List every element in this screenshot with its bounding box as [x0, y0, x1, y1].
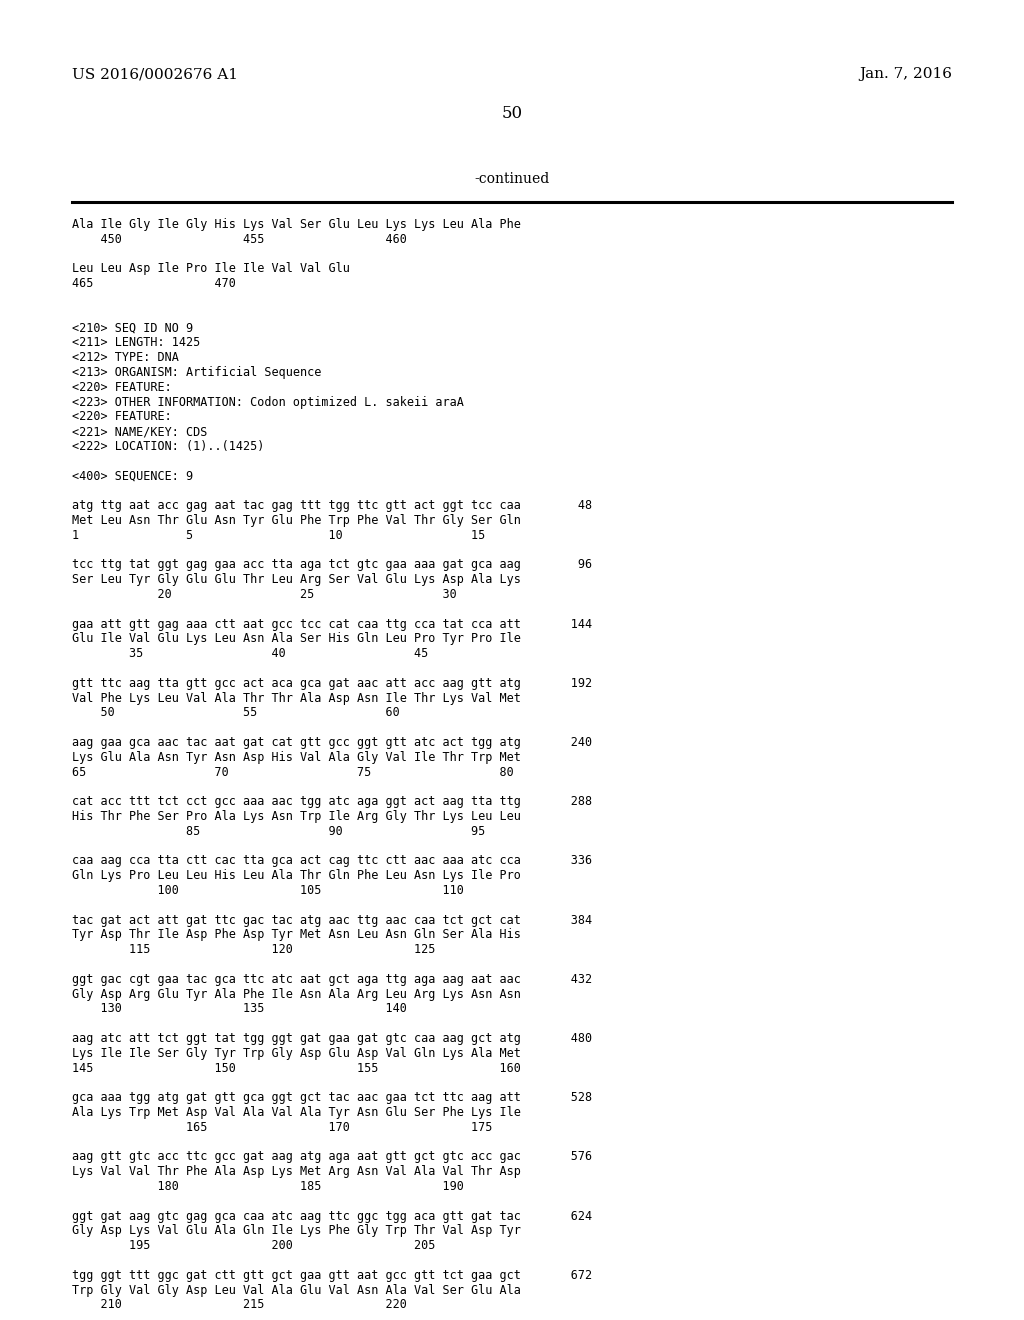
- Text: <400> SEQUENCE: 9: <400> SEQUENCE: 9: [72, 470, 194, 483]
- Text: His Thr Phe Ser Pro Ala Lys Asn Trp Ile Arg Gly Thr Lys Leu Leu: His Thr Phe Ser Pro Ala Lys Asn Trp Ile …: [72, 810, 521, 822]
- Text: <223> OTHER INFORMATION: Codon optimized L. sakeii araA: <223> OTHER INFORMATION: Codon optimized…: [72, 396, 464, 409]
- Text: Lys Ile Ile Ser Gly Tyr Trp Gly Asp Glu Asp Val Gln Lys Ala Met: Lys Ile Ile Ser Gly Tyr Trp Gly Asp Glu …: [72, 1047, 521, 1060]
- Text: Val Phe Lys Leu Val Ala Thr Thr Ala Asp Asn Ile Thr Lys Val Met: Val Phe Lys Leu Val Ala Thr Thr Ala Asp …: [72, 692, 521, 705]
- Text: 50                  55                  60: 50 55 60: [72, 706, 399, 719]
- Text: <222> LOCATION: (1)..(1425): <222> LOCATION: (1)..(1425): [72, 440, 264, 453]
- Text: US 2016/0002676 A1: US 2016/0002676 A1: [72, 67, 238, 81]
- Text: tcc ttg tat ggt gag gaa acc tta aga tct gtc gaa aaa gat gca aag        96: tcc ttg tat ggt gag gaa acc tta aga tct …: [72, 558, 592, 572]
- Text: 85                  90                  95: 85 90 95: [72, 825, 485, 838]
- Text: <220> FEATURE:: <220> FEATURE:: [72, 411, 172, 424]
- Text: <212> TYPE: DNA: <212> TYPE: DNA: [72, 351, 179, 364]
- Text: 115                 120                 125: 115 120 125: [72, 944, 435, 956]
- Text: -continued: -continued: [474, 172, 550, 186]
- Text: Leu Leu Asp Ile Pro Ile Ile Val Val Glu: Leu Leu Asp Ile Pro Ile Ile Val Val Glu: [72, 263, 350, 276]
- Text: cat acc ttt tct cct gcc aaa aac tgg atc aga ggt act aag tta ttg       288: cat acc ttt tct cct gcc aaa aac tgg atc …: [72, 795, 592, 808]
- Text: 180                 185                 190: 180 185 190: [72, 1180, 464, 1193]
- Text: Trp Gly Val Gly Asp Leu Val Ala Glu Val Asn Ala Val Ser Glu Ala: Trp Gly Val Gly Asp Leu Val Ala Glu Val …: [72, 1283, 521, 1296]
- Text: 465                 470: 465 470: [72, 277, 236, 290]
- Text: aag gtt gtc acc ttc gcc gat aag atg aga aat gtt gct gtc acc gac       576: aag gtt gtc acc ttc gcc gat aag atg aga …: [72, 1151, 592, 1163]
- Text: 210                 215                 220: 210 215 220: [72, 1299, 407, 1311]
- Text: <211> LENGTH: 1425: <211> LENGTH: 1425: [72, 337, 201, 350]
- Text: Jan. 7, 2016: Jan. 7, 2016: [859, 67, 952, 81]
- Text: 65                  70                  75                  80: 65 70 75 80: [72, 766, 514, 779]
- Text: Tyr Asp Thr Ile Asp Phe Asp Tyr Met Asn Leu Asn Gln Ser Ala His: Tyr Asp Thr Ile Asp Phe Asp Tyr Met Asn …: [72, 928, 521, 941]
- Text: Gln Lys Pro Leu Leu His Leu Ala Thr Gln Phe Leu Asn Lys Ile Pro: Gln Lys Pro Leu Leu His Leu Ala Thr Gln …: [72, 869, 521, 882]
- Text: aag gaa gca aac tac aat gat cat gtt gcc ggt gtt atc act tgg atg       240: aag gaa gca aac tac aat gat cat gtt gcc …: [72, 737, 592, 748]
- Text: 165                 170                 175: 165 170 175: [72, 1121, 493, 1134]
- Text: Lys Val Val Thr Phe Ala Asp Lys Met Arg Asn Val Ala Val Thr Asp: Lys Val Val Thr Phe Ala Asp Lys Met Arg …: [72, 1166, 521, 1179]
- Text: aag atc att tct ggt tat tgg ggt gat gaa gat gtc caa aag gct atg       480: aag atc att tct ggt tat tgg ggt gat gaa …: [72, 1032, 592, 1045]
- Text: 130                 135                 140: 130 135 140: [72, 1002, 407, 1015]
- Text: Glu Ile Val Glu Lys Leu Asn Ala Ser His Gln Leu Pro Tyr Pro Ile: Glu Ile Val Glu Lys Leu Asn Ala Ser His …: [72, 632, 521, 645]
- Text: <221> NAME/KEY: CDS: <221> NAME/KEY: CDS: [72, 425, 208, 438]
- Text: 1               5                   10                  15: 1 5 10 15: [72, 529, 485, 541]
- Text: gaa att gtt gag aaa ctt aat gcc tcc cat caa ttg cca tat cca att       144: gaa att gtt gag aaa ctt aat gcc tcc cat …: [72, 618, 592, 631]
- Text: Gly Asp Arg Glu Tyr Ala Phe Ile Asn Ala Arg Leu Arg Lys Asn Asn: Gly Asp Arg Glu Tyr Ala Phe Ile Asn Ala …: [72, 987, 521, 1001]
- Text: Gly Asp Lys Val Glu Ala Gln Ile Lys Phe Gly Trp Thr Val Asp Tyr: Gly Asp Lys Val Glu Ala Gln Ile Lys Phe …: [72, 1225, 521, 1237]
- Text: 20                  25                  30: 20 25 30: [72, 587, 457, 601]
- Text: Ala Ile Gly Ile Gly His Lys Val Ser Glu Leu Lys Lys Leu Ala Phe: Ala Ile Gly Ile Gly His Lys Val Ser Glu …: [72, 218, 521, 231]
- Text: gca aaa tgg atg gat gtt gca ggt gct tac aac gaa tct ttc aag att       528: gca aaa tgg atg gat gtt gca ggt gct tac …: [72, 1092, 592, 1105]
- Text: 50: 50: [502, 106, 522, 121]
- Text: Lys Glu Ala Asn Tyr Asn Asp His Val Ala Gly Val Ile Thr Trp Met: Lys Glu Ala Asn Tyr Asn Asp His Val Ala …: [72, 751, 521, 764]
- Text: 195                 200                 205: 195 200 205: [72, 1239, 435, 1253]
- Text: <220> FEATURE:: <220> FEATURE:: [72, 380, 172, 393]
- Text: <213> ORGANISM: Artificial Sequence: <213> ORGANISM: Artificial Sequence: [72, 366, 322, 379]
- Text: Ala Lys Trp Met Asp Val Ala Val Ala Tyr Asn Glu Ser Phe Lys Ile: Ala Lys Trp Met Asp Val Ala Val Ala Tyr …: [72, 1106, 521, 1119]
- Text: <210> SEQ ID NO 9: <210> SEQ ID NO 9: [72, 322, 194, 334]
- Text: gtt ttc aag tta gtt gcc act aca gca gat aac att acc aag gtt atg       192: gtt ttc aag tta gtt gcc act aca gca gat …: [72, 677, 592, 690]
- Text: atg ttg aat acc gag aat tac gag ttt tgg ttc gtt act ggt tcc caa        48: atg ttg aat acc gag aat tac gag ttt tgg …: [72, 499, 592, 512]
- Text: caa aag cca tta ctt cac tta gca act cag ttc ctt aac aaa atc cca       336: caa aag cca tta ctt cac tta gca act cag …: [72, 854, 592, 867]
- Text: Ser Leu Tyr Gly Glu Glu Thr Leu Arg Ser Val Glu Lys Asp Ala Lys: Ser Leu Tyr Gly Glu Glu Thr Leu Arg Ser …: [72, 573, 521, 586]
- Text: 145                 150                 155                 160: 145 150 155 160: [72, 1061, 521, 1074]
- Text: Met Leu Asn Thr Glu Asn Tyr Glu Phe Trp Phe Val Thr Gly Ser Gln: Met Leu Asn Thr Glu Asn Tyr Glu Phe Trp …: [72, 513, 521, 527]
- Text: 450                 455                 460: 450 455 460: [72, 232, 407, 246]
- Text: ggt gac cgt gaa tac gca ttc atc aat gct aga ttg aga aag aat aac       432: ggt gac cgt gaa tac gca ttc atc aat gct …: [72, 973, 592, 986]
- Text: tac gat act att gat ttc gac tac atg aac ttg aac caa tct gct cat       384: tac gat act att gat ttc gac tac atg aac …: [72, 913, 592, 927]
- Text: ggt gat aag gtc gag gca caa atc aag ttc ggc tgg aca gtt gat tac       624: ggt gat aag gtc gag gca caa atc aag ttc …: [72, 1209, 592, 1222]
- Text: tgg ggt ttt ggc gat ctt gtt gct gaa gtt aat gcc gtt tct gaa gct       672: tgg ggt ttt ggc gat ctt gtt gct gaa gtt …: [72, 1269, 592, 1282]
- Text: 35                  40                  45: 35 40 45: [72, 647, 428, 660]
- Text: 100                 105                 110: 100 105 110: [72, 884, 464, 898]
